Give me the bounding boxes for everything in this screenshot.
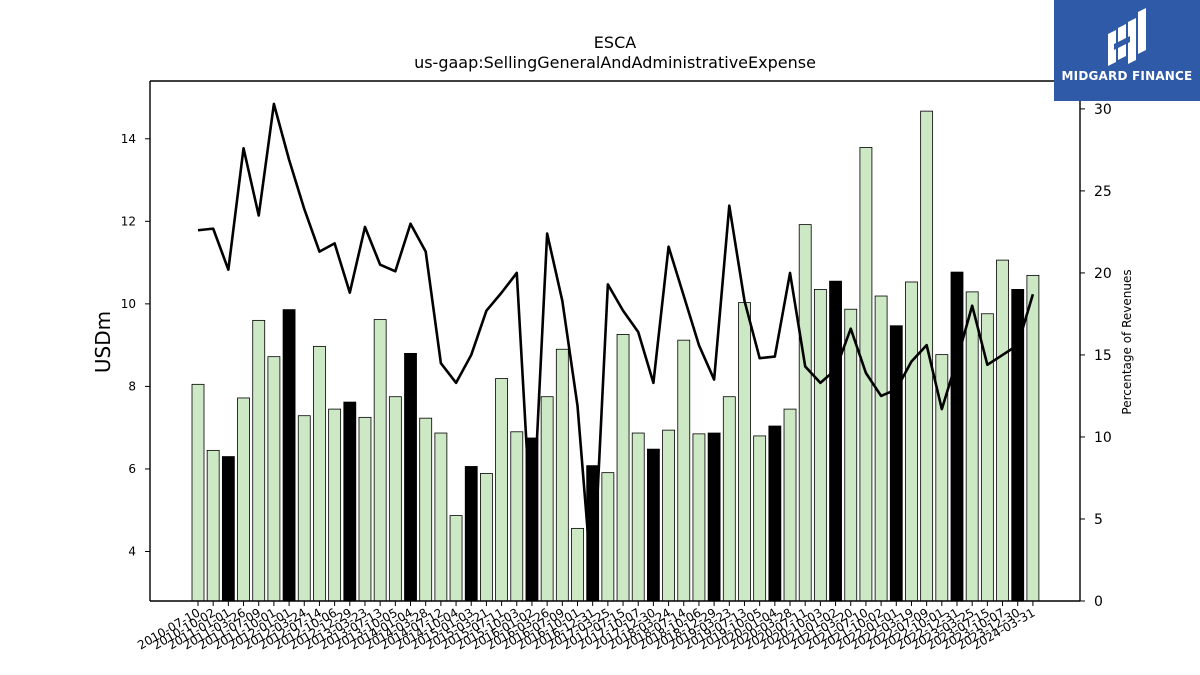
- bar-2016-10-01: [571, 527, 584, 602]
- chart-title: ESCA: [594, 33, 636, 52]
- bar-2022-03-19: [905, 281, 918, 602]
- y-axis-label: USDm: [91, 311, 115, 373]
- y2-axis-label: Percentage of Revenues: [1120, 269, 1134, 414]
- bar-2016-07-09: [555, 348, 569, 602]
- chart-subtitle: us-gaap:SellingGeneralAndAdministrativeE…: [414, 53, 816, 72]
- bar-2013-03-23: [358, 416, 372, 602]
- bar-2012-07-14: [313, 345, 326, 602]
- bar-2019-10-05: [753, 435, 767, 602]
- bar-2021-03-20: [844, 308, 858, 602]
- y-tick-label: 12: [121, 214, 136, 228]
- bar-2010-07-10: [191, 383, 205, 602]
- bar-2023-12-30: [1011, 289, 1025, 602]
- bar-2012-03-24: [297, 415, 311, 602]
- bar-2018-10-06: [692, 433, 706, 602]
- bars-group: [191, 110, 1040, 602]
- bar-2018-03-24: [662, 429, 675, 602]
- bar-2013-10-05: [388, 396, 402, 602]
- y-tick-label: 4: [128, 544, 136, 558]
- bar-2022-07-09: [920, 110, 934, 602]
- bar-2020-07-11: [798, 224, 812, 602]
- bar-2020-10-03: [813, 289, 827, 602]
- midgard-logo-icon: [1108, 8, 1146, 66]
- bar-2019-07-13: [738, 302, 751, 602]
- y2-tick-label: 0: [1094, 594, 1103, 610]
- brand-name: MIDGARD FINANCE: [1061, 69, 1193, 83]
- bar-2015-07-11: [495, 378, 509, 602]
- bar-2011-10-01: [267, 356, 281, 602]
- bar-2010-10-02: [206, 449, 220, 602]
- bar-2017-07-15: [616, 333, 630, 602]
- y2-tick-label: 25: [1094, 184, 1112, 200]
- bar-2015-03-21: [480, 473, 493, 602]
- bar-2012-10-06: [328, 408, 342, 602]
- bar-2021-10-02: [874, 295, 888, 602]
- bar-2014-07-12: [434, 432, 448, 602]
- y2-tick-label: 30: [1094, 102, 1112, 118]
- bar-2015-10-03: [510, 431, 524, 602]
- line-group: [197, 102, 1035, 595]
- bar-2017-03-25: [601, 472, 615, 602]
- bar-2023-03-25: [965, 291, 979, 602]
- bar-2014-01-04: [404, 352, 417, 602]
- bar-2017-12-30: [647, 448, 660, 602]
- y2-tick-label: 10: [1094, 430, 1112, 446]
- bar-2011-03-26: [237, 397, 250, 602]
- brand-logo: MIDGARD FINANCE: [1054, 0, 1200, 101]
- bar-2022-01-01: [889, 325, 903, 602]
- bar-2014-03-28: [419, 417, 433, 602]
- bar-2011-07-09: [252, 319, 266, 602]
- bar-2015-01-03: [464, 466, 478, 602]
- y-tick-label: 14: [121, 132, 136, 146]
- bar-2024-03-31: [1026, 274, 1040, 602]
- bar-2016-03-26: [540, 396, 554, 602]
- bar-2021-01-02: [829, 280, 842, 602]
- bar-2013-07-13: [373, 319, 387, 602]
- bar-2019-03-23: [722, 396, 736, 602]
- y-tick-label: 10: [121, 297, 136, 311]
- percentage-line: [197, 102, 1035, 595]
- y-tick-label: 8: [128, 379, 136, 393]
- bar-2011-01-01: [221, 456, 235, 602]
- bar-2014-10-04: [449, 515, 463, 602]
- axes-group: [149, 80, 1081, 602]
- y2-ticks-group: 0 5 10 15 20 25 30: [1080, 102, 1112, 610]
- bar-2020-03-28: [783, 408, 797, 602]
- x-ticks-group: 2010-07-102010-10-022011-01-012011-03-26…: [135, 601, 1037, 652]
- y2-tick-label: 5: [1094, 512, 1103, 528]
- bar-2023-07-15: [980, 313, 994, 602]
- y-ticks-group: 4 6 8 10 12 14: [121, 132, 150, 558]
- bar-2022-12-31: [950, 271, 964, 602]
- bar-2012-12-29: [343, 401, 357, 602]
- bar-2018-12-29: [707, 432, 721, 602]
- bar-2012-01-01: [282, 309, 296, 602]
- bar-2018-07-14: [677, 339, 691, 602]
- bar-2023-10-07: [996, 259, 1009, 602]
- y2-tick-label: 15: [1094, 348, 1112, 364]
- y-tick-label: 6: [128, 462, 136, 476]
- y2-tick-label: 20: [1094, 266, 1112, 282]
- bar-2017-10-07: [631, 432, 645, 602]
- bar-2020-01-04: [768, 425, 782, 602]
